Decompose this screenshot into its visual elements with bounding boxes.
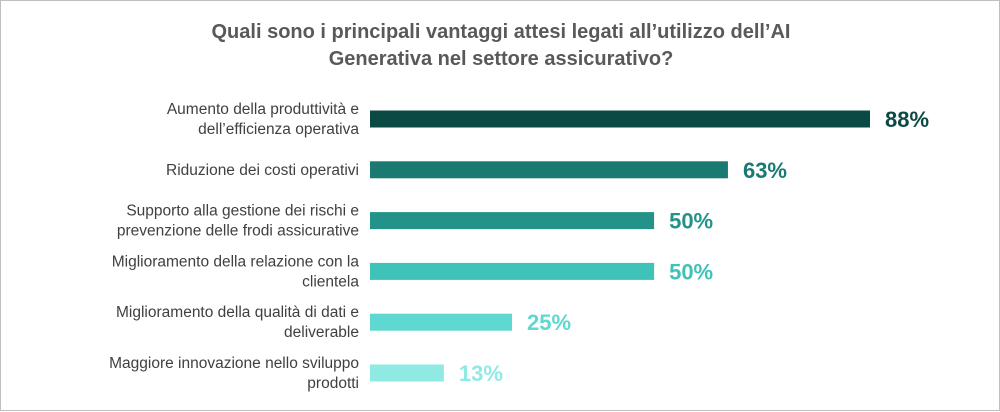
bar-5 [370,364,444,382]
bar-4 [370,313,513,331]
value-label-0: 88% [885,107,929,132]
category-label-2-line-1: prevenzione delle frodi assicurative [117,223,359,240]
category-label-4-line-1: deliverable [284,324,359,341]
category-label-3-line-1: clientela [302,273,359,290]
value-label-2: 50% [669,209,713,234]
bar-0 [370,110,870,128]
value-label-1: 63% [743,158,787,183]
bar-2 [370,212,655,230]
value-label-4: 25% [527,310,571,335]
category-label-2-line-0: Supporto alla gestione dei rischi e [126,203,359,220]
bar-1 [370,161,728,179]
category-label-2: Supporto alla gestione dei rischi e preve… [117,203,359,240]
category-label-5: Maggiore innovazione nello sviluppo prodo… [109,355,359,392]
bar-3 [370,262,655,280]
category-label-0-line-0: Aumento della produttività e [167,101,359,118]
category-label-1: Riduzione dei costi operativi [166,162,359,179]
category-label-4: Miglioramento della qualità di dati e del… [116,304,359,341]
category-label-0-line-1: dell’efficienza operativa [198,121,359,138]
category-label-5-line-1: prodotti [307,375,359,392]
chart-title-line-2: Generativa nel settore assicurativo? [328,48,674,70]
category-label-5-line-0: Maggiore innovazione nello sviluppo [109,355,359,372]
category-label-1-line-0: Riduzione dei costi operativi [166,162,359,179]
chart-title-line-1: Quali sono i principali vantaggi attesi … [211,21,791,43]
value-label-3: 50% [669,259,713,284]
category-label-3-line-0: Miglioramento della relazione con la [112,253,360,270]
value-label-5: 13% [459,361,503,386]
chart-title: Quali sono i principali vantaggi attesi … [61,19,941,73]
category-label-4-line-0: Miglioramento della qualità di dati e [116,304,359,321]
category-label-0: Aumento della produttività e dell’efficie… [167,101,360,138]
category-label-3: Miglioramento della relazione con la clie… [112,253,360,290]
